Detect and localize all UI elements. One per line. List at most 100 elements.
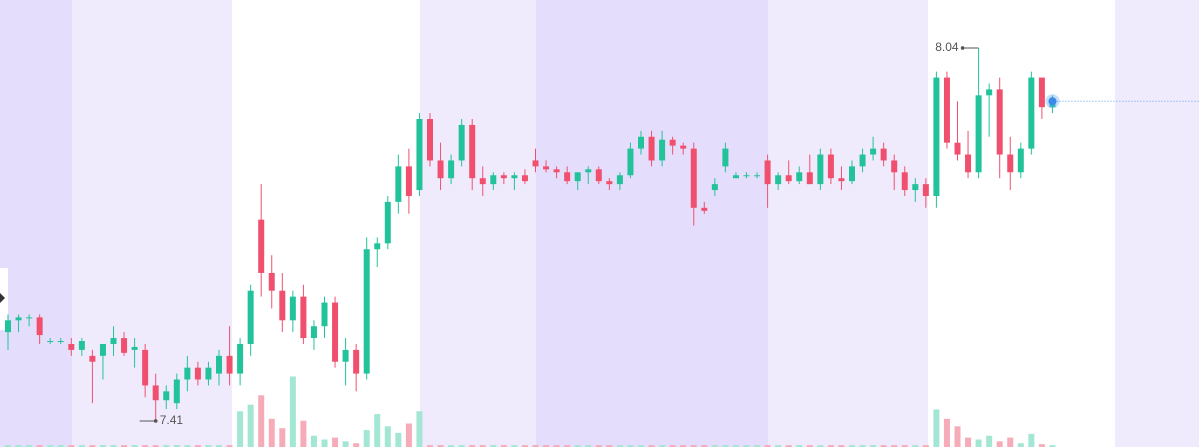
candle-body — [57, 341, 64, 343]
volume-bar — [490, 445, 497, 447]
candle-body — [732, 175, 739, 179]
volume-bar — [194, 445, 201, 447]
candle-body — [638, 136, 644, 149]
volume-bar — [416, 411, 423, 447]
candle-body — [532, 160, 539, 167]
volume-bar — [427, 445, 433, 447]
candle-body — [47, 341, 54, 343]
volume-bar — [384, 426, 391, 447]
high-label: 8.04 — [935, 40, 959, 54]
volume-bar — [912, 445, 919, 447]
candle-body — [585, 169, 592, 173]
candle-body — [194, 367, 201, 380]
candle-body — [680, 145, 687, 149]
candle-body — [1007, 154, 1014, 173]
candle-body — [880, 148, 887, 161]
candle-body — [479, 178, 486, 185]
candle-body — [205, 367, 212, 380]
volume-bar — [965, 437, 972, 447]
candle-body — [986, 89, 993, 96]
candle-body — [616, 175, 623, 185]
volume-bar — [5, 445, 11, 447]
candle-body — [954, 142, 961, 155]
volume-bar — [437, 445, 444, 447]
candle-body — [5, 320, 11, 333]
volume-bar — [479, 445, 486, 447]
candle-body — [648, 136, 655, 161]
volume-bar — [616, 445, 623, 447]
volume-bar — [796, 445, 803, 447]
volume-bar — [606, 445, 613, 447]
volume-bar — [310, 435, 317, 447]
candle-body — [849, 166, 855, 182]
candle-body — [933, 77, 940, 196]
volume-bar — [205, 445, 212, 447]
volume-bar — [216, 445, 222, 447]
candle-body — [384, 201, 391, 244]
volume-bar — [47, 445, 54, 447]
candle-body — [310, 326, 317, 339]
volume-bar — [110, 445, 117, 447]
last-price-dot — [1048, 97, 1057, 106]
volume-bar — [511, 445, 518, 447]
volume-bar — [184, 445, 191, 447]
candle-body — [374, 243, 381, 250]
volume-bar — [395, 432, 402, 447]
candle-body — [173, 379, 180, 404]
candle-body — [247, 290, 254, 344]
scroll-handle[interactable] — [0, 268, 8, 330]
volume-bar — [131, 445, 138, 447]
high-marker-dot — [960, 46, 965, 50]
band — [420, 0, 536, 447]
candle-body — [553, 169, 560, 173]
candle-body — [332, 302, 339, 362]
candle-body — [806, 172, 813, 185]
volume-bar — [1007, 437, 1014, 447]
handle-arrow[interactable] — [0, 293, 5, 303]
candle-body — [363, 249, 370, 374]
volume-bar — [321, 439, 328, 447]
candle-body — [690, 148, 697, 208]
volume-bar — [553, 445, 560, 447]
candle-body — [68, 343, 75, 350]
candle-body — [279, 290, 286, 321]
candle-body — [26, 317, 33, 319]
volume-bar — [57, 445, 64, 447]
volume-bar — [300, 420, 307, 447]
volume-bar — [954, 426, 961, 447]
volume-bar — [374, 414, 381, 447]
band — [0, 0, 72, 447]
volume-bar — [121, 445, 128, 447]
candle-body — [321, 302, 328, 327]
candle-body — [996, 89, 1003, 155]
volume-bar — [891, 445, 898, 447]
band — [72, 0, 232, 447]
volume-bar — [152, 445, 159, 447]
candle-body — [469, 124, 476, 179]
volume-bar — [585, 445, 592, 447]
volume-bar — [532, 445, 539, 447]
candle-body — [943, 77, 950, 143]
volume-bar — [574, 445, 581, 447]
volume-bar — [448, 445, 455, 447]
candle-body — [15, 317, 22, 321]
volume-bar — [279, 428, 286, 447]
volume-bar — [36, 445, 43, 447]
candle-body — [405, 166, 412, 196]
volume-bar — [986, 435, 993, 447]
candle-body — [216, 355, 222, 374]
volume-bar — [469, 445, 476, 447]
band — [1115, 0, 1199, 447]
volume-bar — [849, 445, 855, 447]
volume-bar — [142, 445, 149, 447]
band — [768, 0, 928, 447]
candle-body — [36, 317, 43, 336]
volume-bar — [78, 445, 85, 447]
volume-bar — [901, 445, 908, 447]
candle-body — [912, 184, 919, 191]
volume-bar — [1017, 443, 1024, 447]
candle-body — [669, 139, 676, 146]
volume-bar — [680, 445, 687, 447]
volume-bar — [543, 445, 550, 447]
candle-body — [659, 139, 666, 161]
